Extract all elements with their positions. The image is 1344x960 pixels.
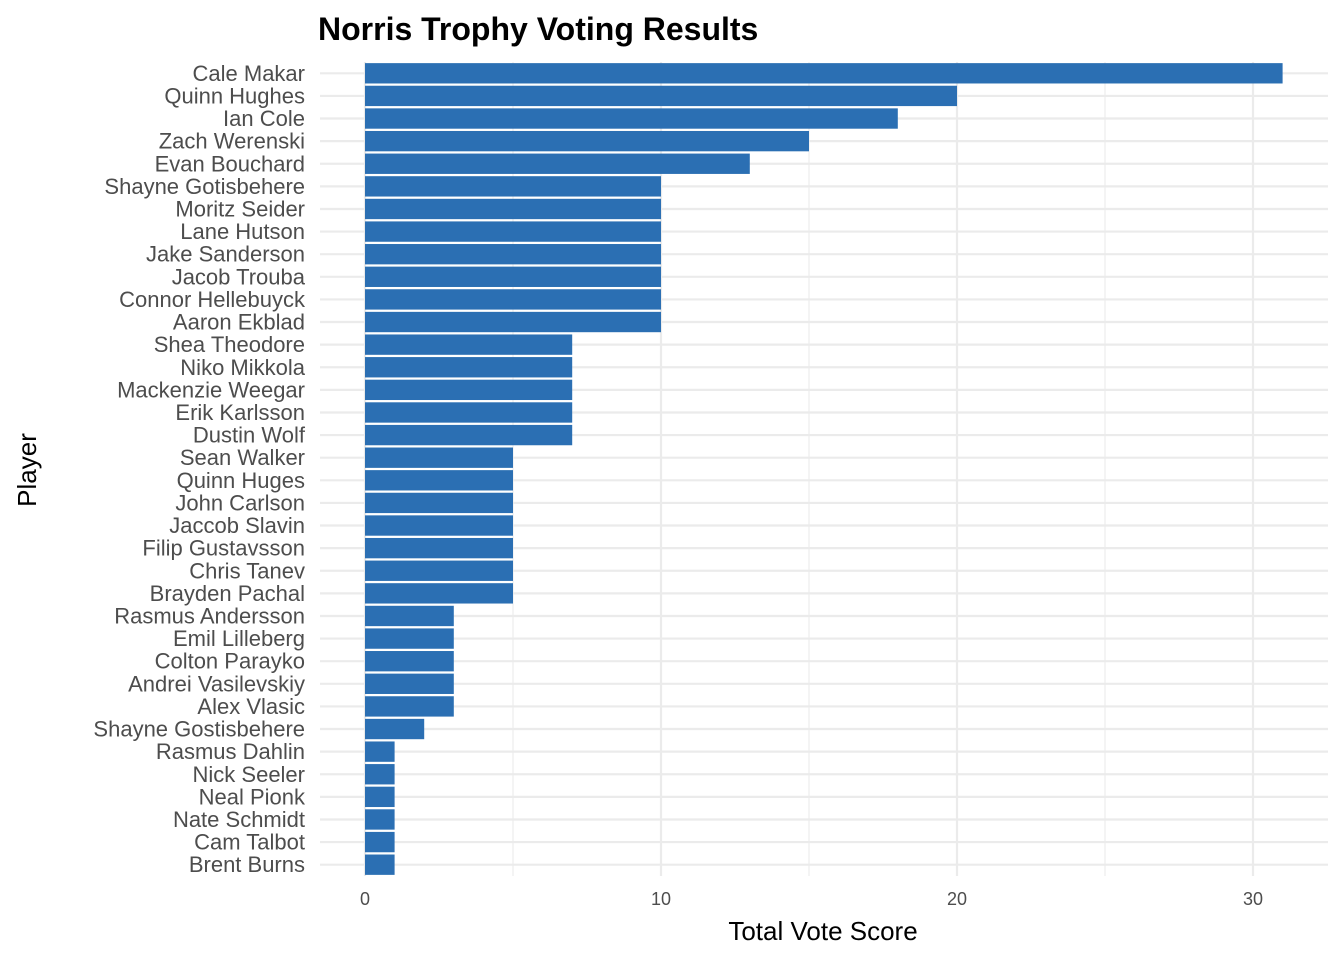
bar (365, 130, 809, 152)
bar (365, 786, 395, 808)
y-tick-label: Alex Vlasic (197, 694, 305, 719)
bar (365, 402, 573, 423)
y-tick-label: Evan Bouchard (155, 151, 305, 176)
y-tick-label: Nick Seeler (193, 762, 305, 787)
bar (365, 424, 573, 446)
bar (365, 537, 513, 559)
y-tick-label: Andrei Vasilevskiy (128, 671, 305, 696)
bar (365, 198, 661, 220)
y-tick-label: Jake Sanderson (146, 242, 305, 267)
y-tick-label: Erik Karlsson (175, 400, 305, 425)
bar (365, 515, 513, 536)
x-tick-label: 20 (947, 889, 967, 909)
x-axis-tick-labels: 0 10 20 30 (360, 889, 1263, 909)
y-tick-label: John Carlson (175, 490, 305, 515)
bar (365, 266, 661, 287)
y-tick-label: Shayne Gotisbehere (104, 174, 305, 199)
bar (365, 447, 513, 468)
y-tick-label: Cam Talbot (194, 830, 305, 855)
y-tick-label: Shea Theodore (154, 332, 305, 357)
y-tick-label: Sean Walker (180, 445, 305, 470)
bar (365, 176, 661, 197)
bar (365, 831, 395, 853)
y-tick-label: Dustin Wolf (193, 423, 306, 448)
chart-title: Norris Trophy Voting Results (318, 11, 758, 47)
y-tick-label: Ian Cole (223, 106, 305, 131)
y-tick-label: Colton Parayko (155, 649, 305, 674)
bar (365, 63, 1283, 84)
y-axis-title: Player (12, 433, 42, 507)
bar (365, 492, 513, 514)
bar (365, 334, 573, 355)
y-tick-label: Rasmus Andersson (114, 603, 305, 628)
y-tick-label: Neal Pionk (199, 784, 306, 809)
y-tick-label: Jaccob Slavin (169, 513, 305, 538)
y-tick-label: Moritz Seider (175, 196, 305, 221)
y-tick-label: Zach Werenski (159, 129, 305, 154)
bar (365, 289, 661, 310)
y-tick-label: Brent Burns (189, 852, 305, 877)
y-tick-label: Nate Schmidt (173, 807, 305, 832)
bar (365, 605, 454, 627)
y-tick-label: Emil Lilleberg (173, 626, 305, 651)
y-tick-label: Niko Mikkola (180, 355, 305, 380)
bar (365, 764, 395, 785)
bar (365, 108, 898, 129)
y-tick-label: Mackenzie Weegar (117, 377, 305, 402)
x-axis-title: Total Vote Score (728, 916, 917, 946)
y-tick-label: Aaron Ekblad (173, 310, 305, 335)
bar (365, 809, 395, 830)
bar (365, 854, 395, 875)
y-tick-label: Shayne Gostisbehere (93, 717, 305, 742)
bars (365, 63, 1283, 875)
y-tick-label: Quinn Huges (177, 468, 305, 493)
y-tick-label: Rasmus Dahlin (156, 739, 305, 764)
x-tick-label: 0 (360, 889, 370, 909)
bar (365, 696, 454, 717)
bar (365, 628, 454, 649)
x-tick-label: 30 (1243, 889, 1263, 909)
x-tick-label: 10 (651, 889, 671, 909)
bar (365, 379, 573, 401)
bar (365, 470, 513, 491)
bar (365, 651, 454, 672)
bar (365, 741, 395, 762)
y-tick-label: Quinn Hughes (164, 83, 305, 108)
y-tick-label: Cale Makar (193, 61, 305, 86)
y-tick-label: Lane Hutson (180, 219, 305, 244)
bar (365, 718, 425, 740)
y-tick-label: Connor Hellebuyck (119, 287, 306, 312)
bar (365, 311, 661, 333)
bar (365, 357, 573, 378)
bar (365, 560, 513, 581)
bar (365, 583, 513, 604)
bar (365, 85, 957, 107)
y-tick-label: Jacob Trouba (172, 264, 306, 289)
bar (365, 673, 454, 694)
bar (365, 221, 661, 242)
bar (365, 153, 750, 174)
y-tick-label: Brayden Pachal (150, 581, 305, 606)
bar (365, 244, 661, 265)
y-tick-label: Chris Tanev (189, 558, 305, 583)
y-tick-label: Filip Gustavsson (142, 536, 305, 561)
